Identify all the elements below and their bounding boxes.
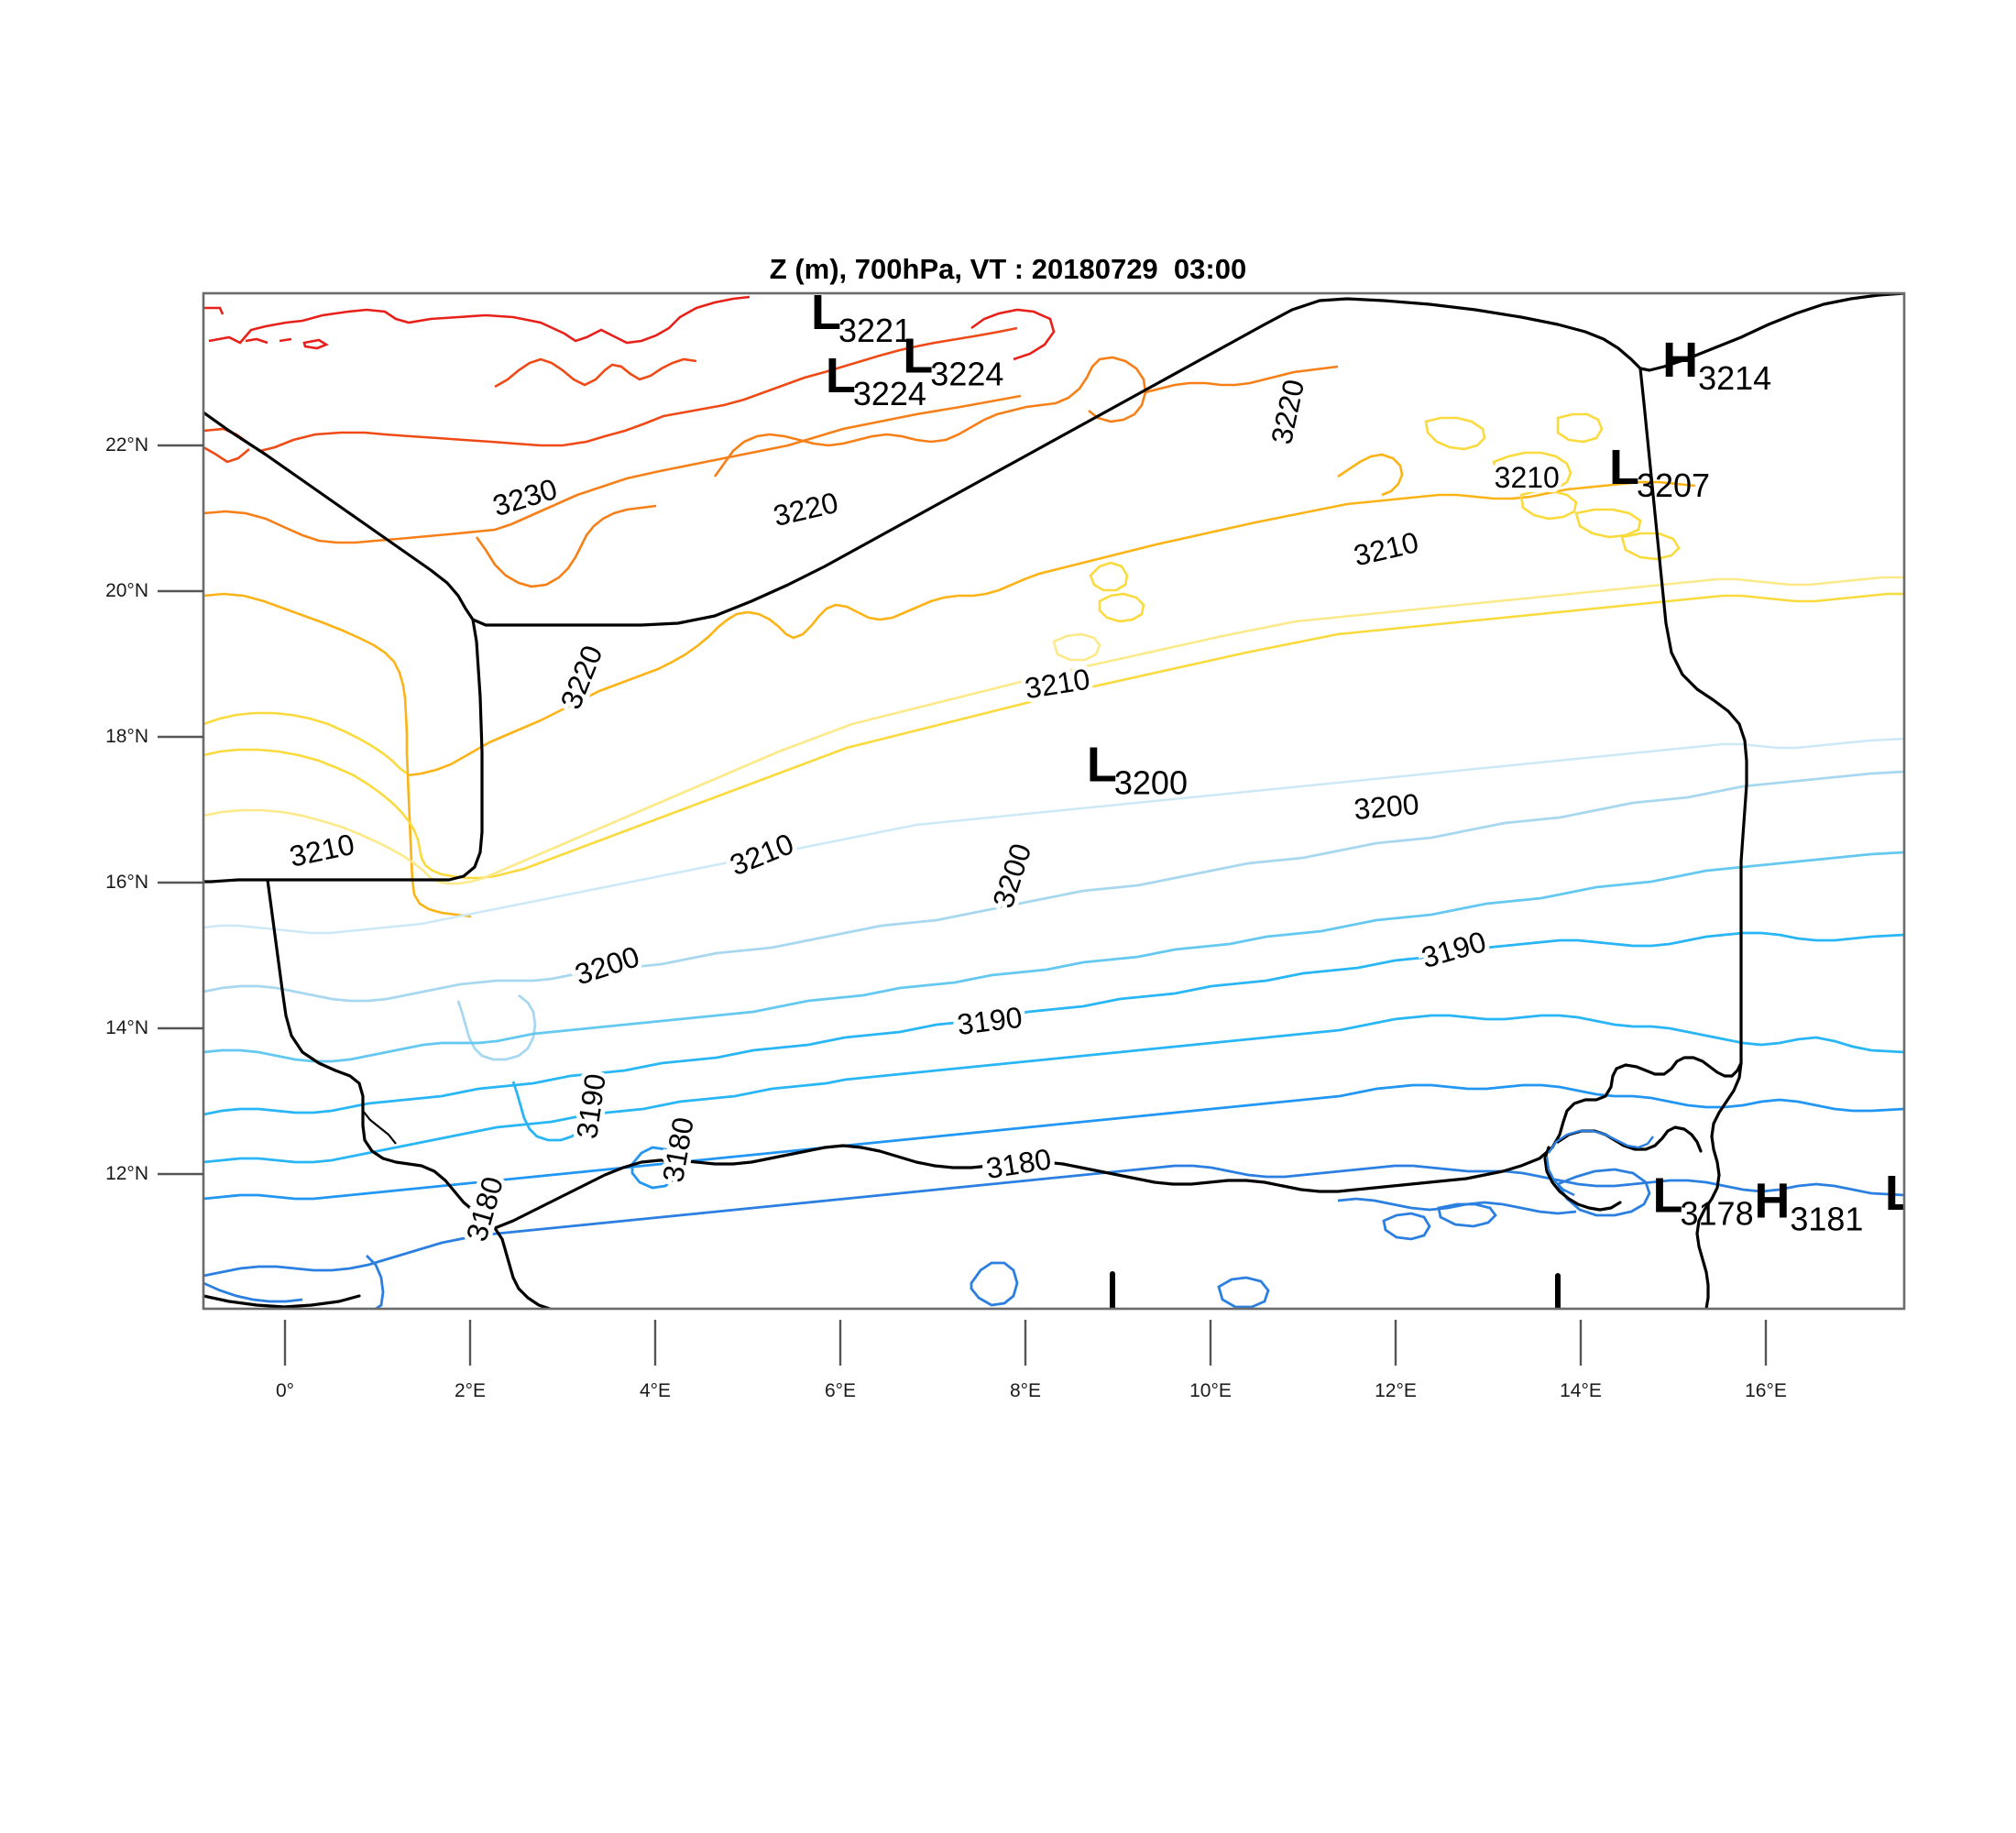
extrema-letter: L	[1609, 440, 1639, 495]
contour-3195	[203, 851, 1904, 1063]
x-axis-tick-label: 16°E	[1745, 1380, 1787, 1401]
contour-3205	[203, 737, 1904, 935]
y-axis-tick-label: 20°N	[105, 580, 148, 601]
contour-value-text: 3190	[955, 1001, 1024, 1041]
contour-3215	[203, 412, 1904, 880]
extrema-letter: L	[903, 329, 933, 384]
x-axis-tick-label: 4°E	[639, 1380, 672, 1401]
x-axis-tick-label: 2°E	[454, 1380, 487, 1401]
x-axis-tick-label: 6°E	[824, 1380, 857, 1401]
x-axis-tick-label: 14°E	[1560, 1380, 1602, 1401]
extrema-letter: L	[1087, 737, 1117, 792]
plot-frame	[202, 291, 1906, 1311]
low-center-marker: L3	[1885, 1166, 1931, 1230]
x-axis-tick-label: 12°E	[1375, 1380, 1417, 1401]
contour-3230	[203, 326, 1018, 464]
contour-3180	[203, 1164, 1904, 1309]
extrema-value: 3221	[838, 312, 912, 349]
y-axis-tick-label: 12°N	[105, 1163, 148, 1184]
contour-3190	[203, 931, 1904, 1164]
lake-outline	[1545, 1129, 1654, 1197]
extrema-value: 3207	[1637, 466, 1710, 504]
extrema-value: 3178	[1681, 1194, 1754, 1232]
axis-tick-layer	[158, 444, 1768, 1366]
x-axis-tick-label: 0°	[275, 1380, 295, 1401]
contour-3235	[203, 295, 1056, 361]
extrema-value: 3214	[1698, 359, 1771, 397]
chart-title: Z (m), 700hPa, VT : 20180729 03:00	[769, 253, 1247, 285]
contour-3200	[203, 770, 1904, 1061]
y-axis-tick-label: 22°N	[105, 434, 148, 456]
extrema-letter: H	[1754, 1173, 1790, 1228]
extrema-letter: L	[1653, 1168, 1683, 1223]
y-axis-tick-label: 18°N	[105, 726, 148, 747]
extrema-letter: L	[811, 285, 841, 340]
high-center-marker: H 3181	[1754, 1173, 1863, 1237]
river-network	[362, 1110, 397, 1145]
extrema-value: 3	[1912, 1192, 1931, 1230]
extrema-value: 3224	[853, 375, 926, 412]
contour-3210	[203, 576, 1904, 885]
svg-text:3210: 3210	[1495, 461, 1560, 494]
country-borders	[203, 293, 1904, 1309]
extrema-letter: H	[1662, 333, 1698, 388]
extrema-letter: L	[826, 348, 856, 403]
high-center-marker: H 3214	[1662, 333, 1771, 397]
extrema-letter: L	[1885, 1166, 1915, 1221]
x-axis-tick-label: 8°E	[1009, 1380, 1042, 1401]
extrema-value: 3224	[930, 356, 1003, 393]
y-axis-tick-label: 16°N	[105, 872, 148, 893]
contour-value-text: 3200	[1353, 787, 1420, 826]
contour-3225	[203, 356, 1339, 588]
x-axis-tick-label: 10°E	[1189, 1380, 1232, 1401]
extrema-value: 3181	[1790, 1200, 1863, 1237]
contour-3185	[203, 1083, 1904, 1201]
y-axis-tick-label: 14°N	[105, 1017, 148, 1038]
contour-value-text: 3210	[1495, 461, 1560, 494]
plot-background	[203, 293, 1904, 1309]
extrema-value: 3200	[1114, 763, 1188, 801]
